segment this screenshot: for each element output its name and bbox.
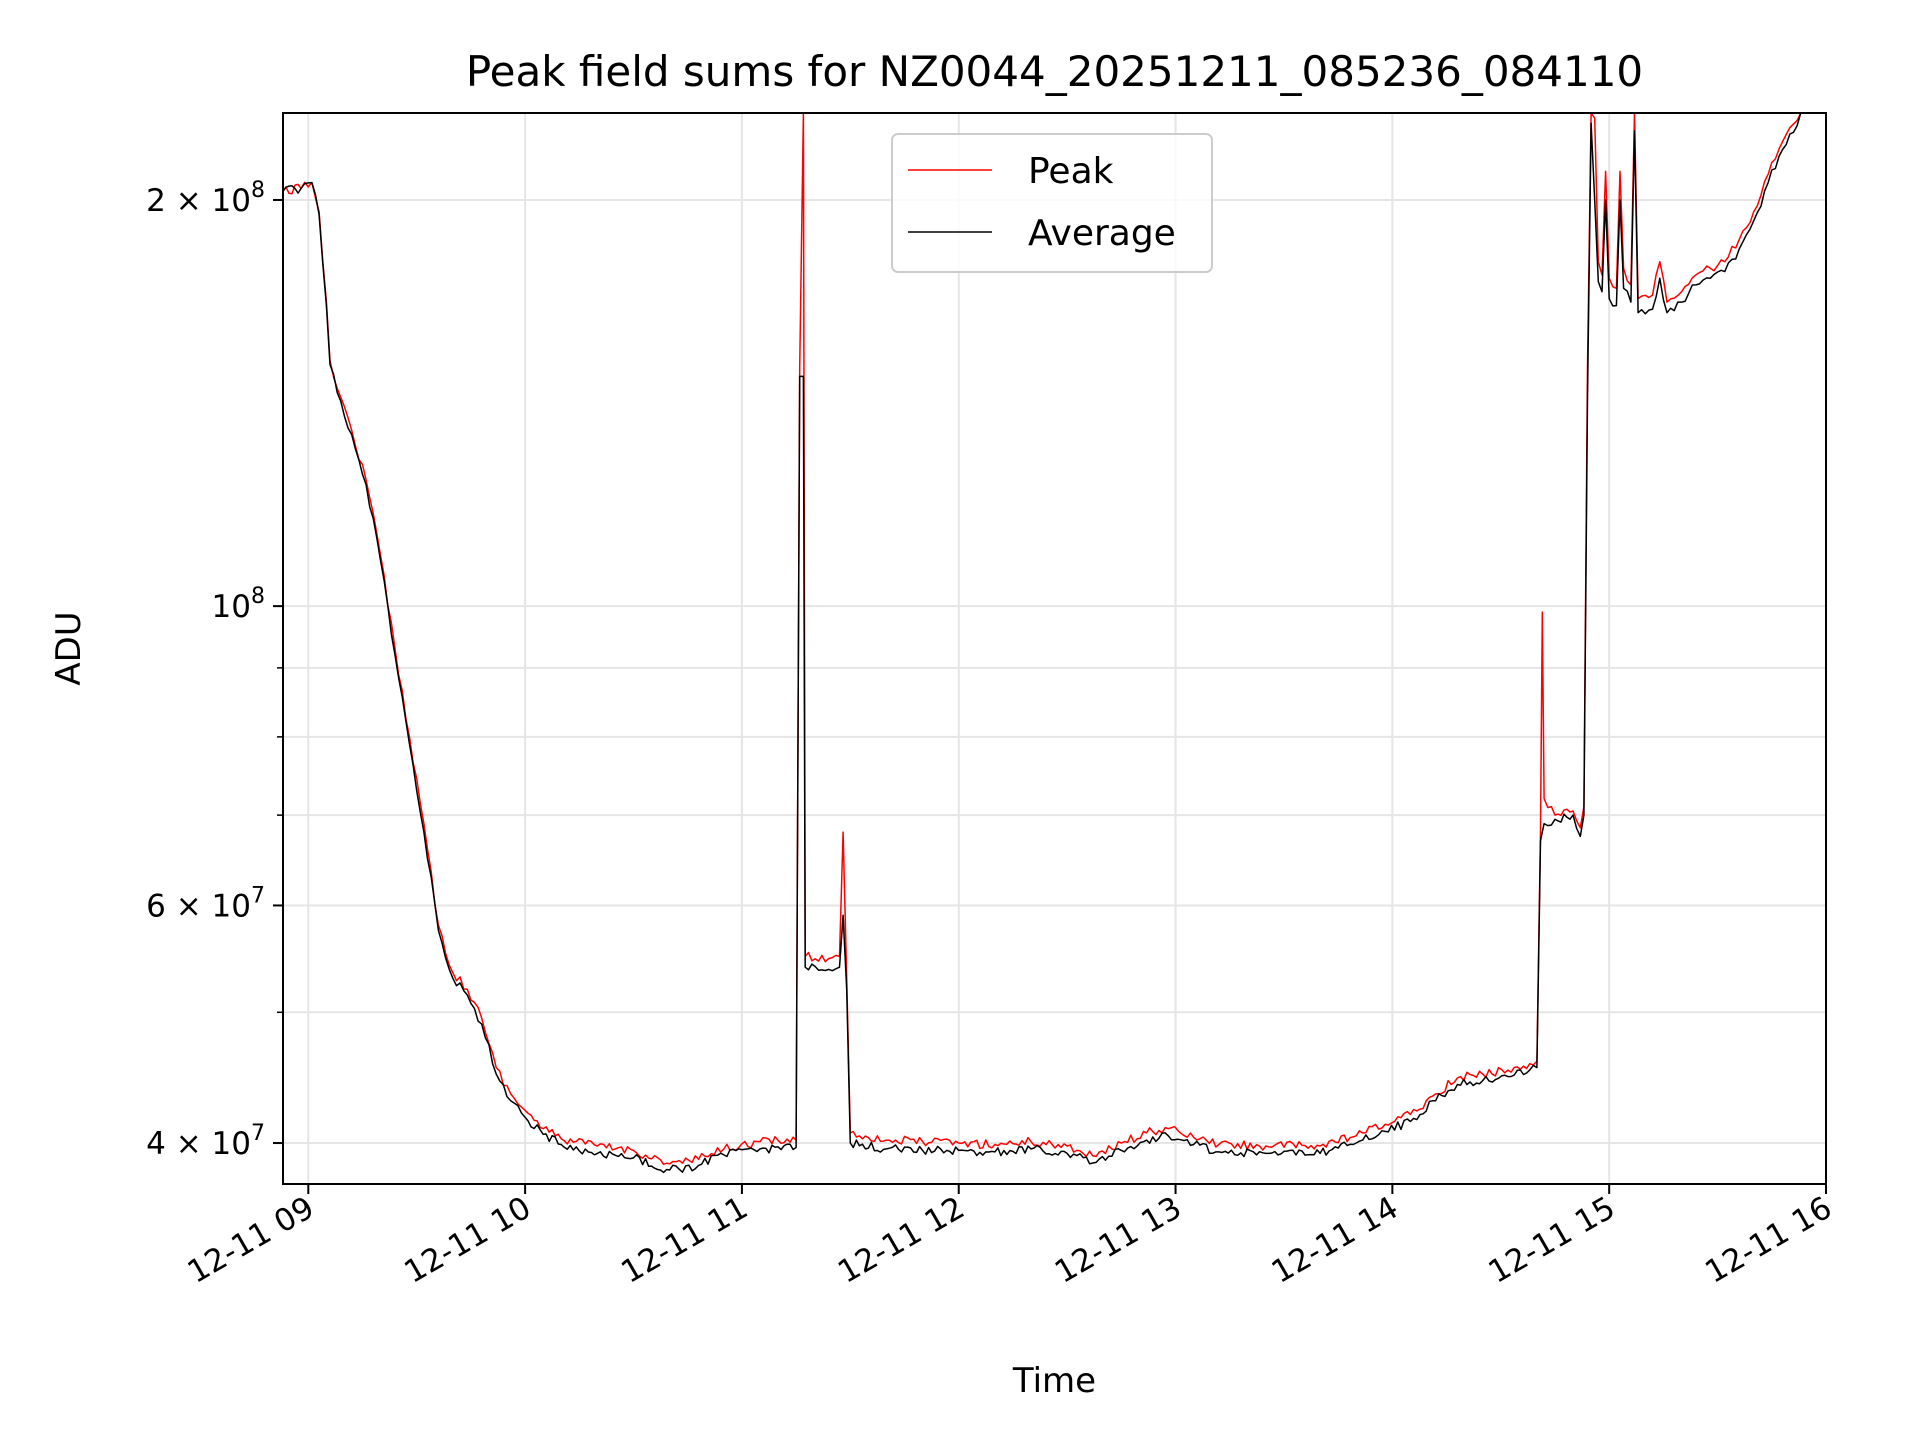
legend-label-average: Average: [1028, 213, 1176, 254]
chart-title: Peak field sums for NZ0044_20251211_0852…: [466, 47, 1643, 96]
y-tick-exponent: 8: [251, 584, 265, 609]
y-tick-base: 10: [212, 589, 251, 625]
y-tick-base: 4 × 10: [146, 1126, 251, 1162]
plot-frame: [282, 112, 1827, 1185]
plot-series: [283, 113, 1802, 1174]
y-tick-exponent: 7: [251, 883, 265, 908]
y-tick-exponent: 8: [251, 178, 265, 203]
y-axis-label: ADU: [49, 611, 89, 685]
y-tick-label: 108: [212, 584, 265, 625]
y-tick-label: 4 × 107: [146, 1121, 265, 1162]
y-tick-label: 6 × 107: [146, 883, 265, 924]
series-line-average: [283, 113, 1802, 1174]
legend: Peak Average: [891, 133, 1213, 273]
y-tick-label: 2 × 108: [146, 178, 265, 219]
legend-label-peak: Peak: [1028, 151, 1114, 192]
y-tick-exponent: 7: [251, 1121, 265, 1146]
x-axis-label: Time: [1012, 1361, 1096, 1401]
y-tick-base: 2 × 10: [146, 183, 251, 219]
legend-box: [891, 133, 1213, 273]
y-tick-base: 6 × 10: [146, 888, 251, 924]
